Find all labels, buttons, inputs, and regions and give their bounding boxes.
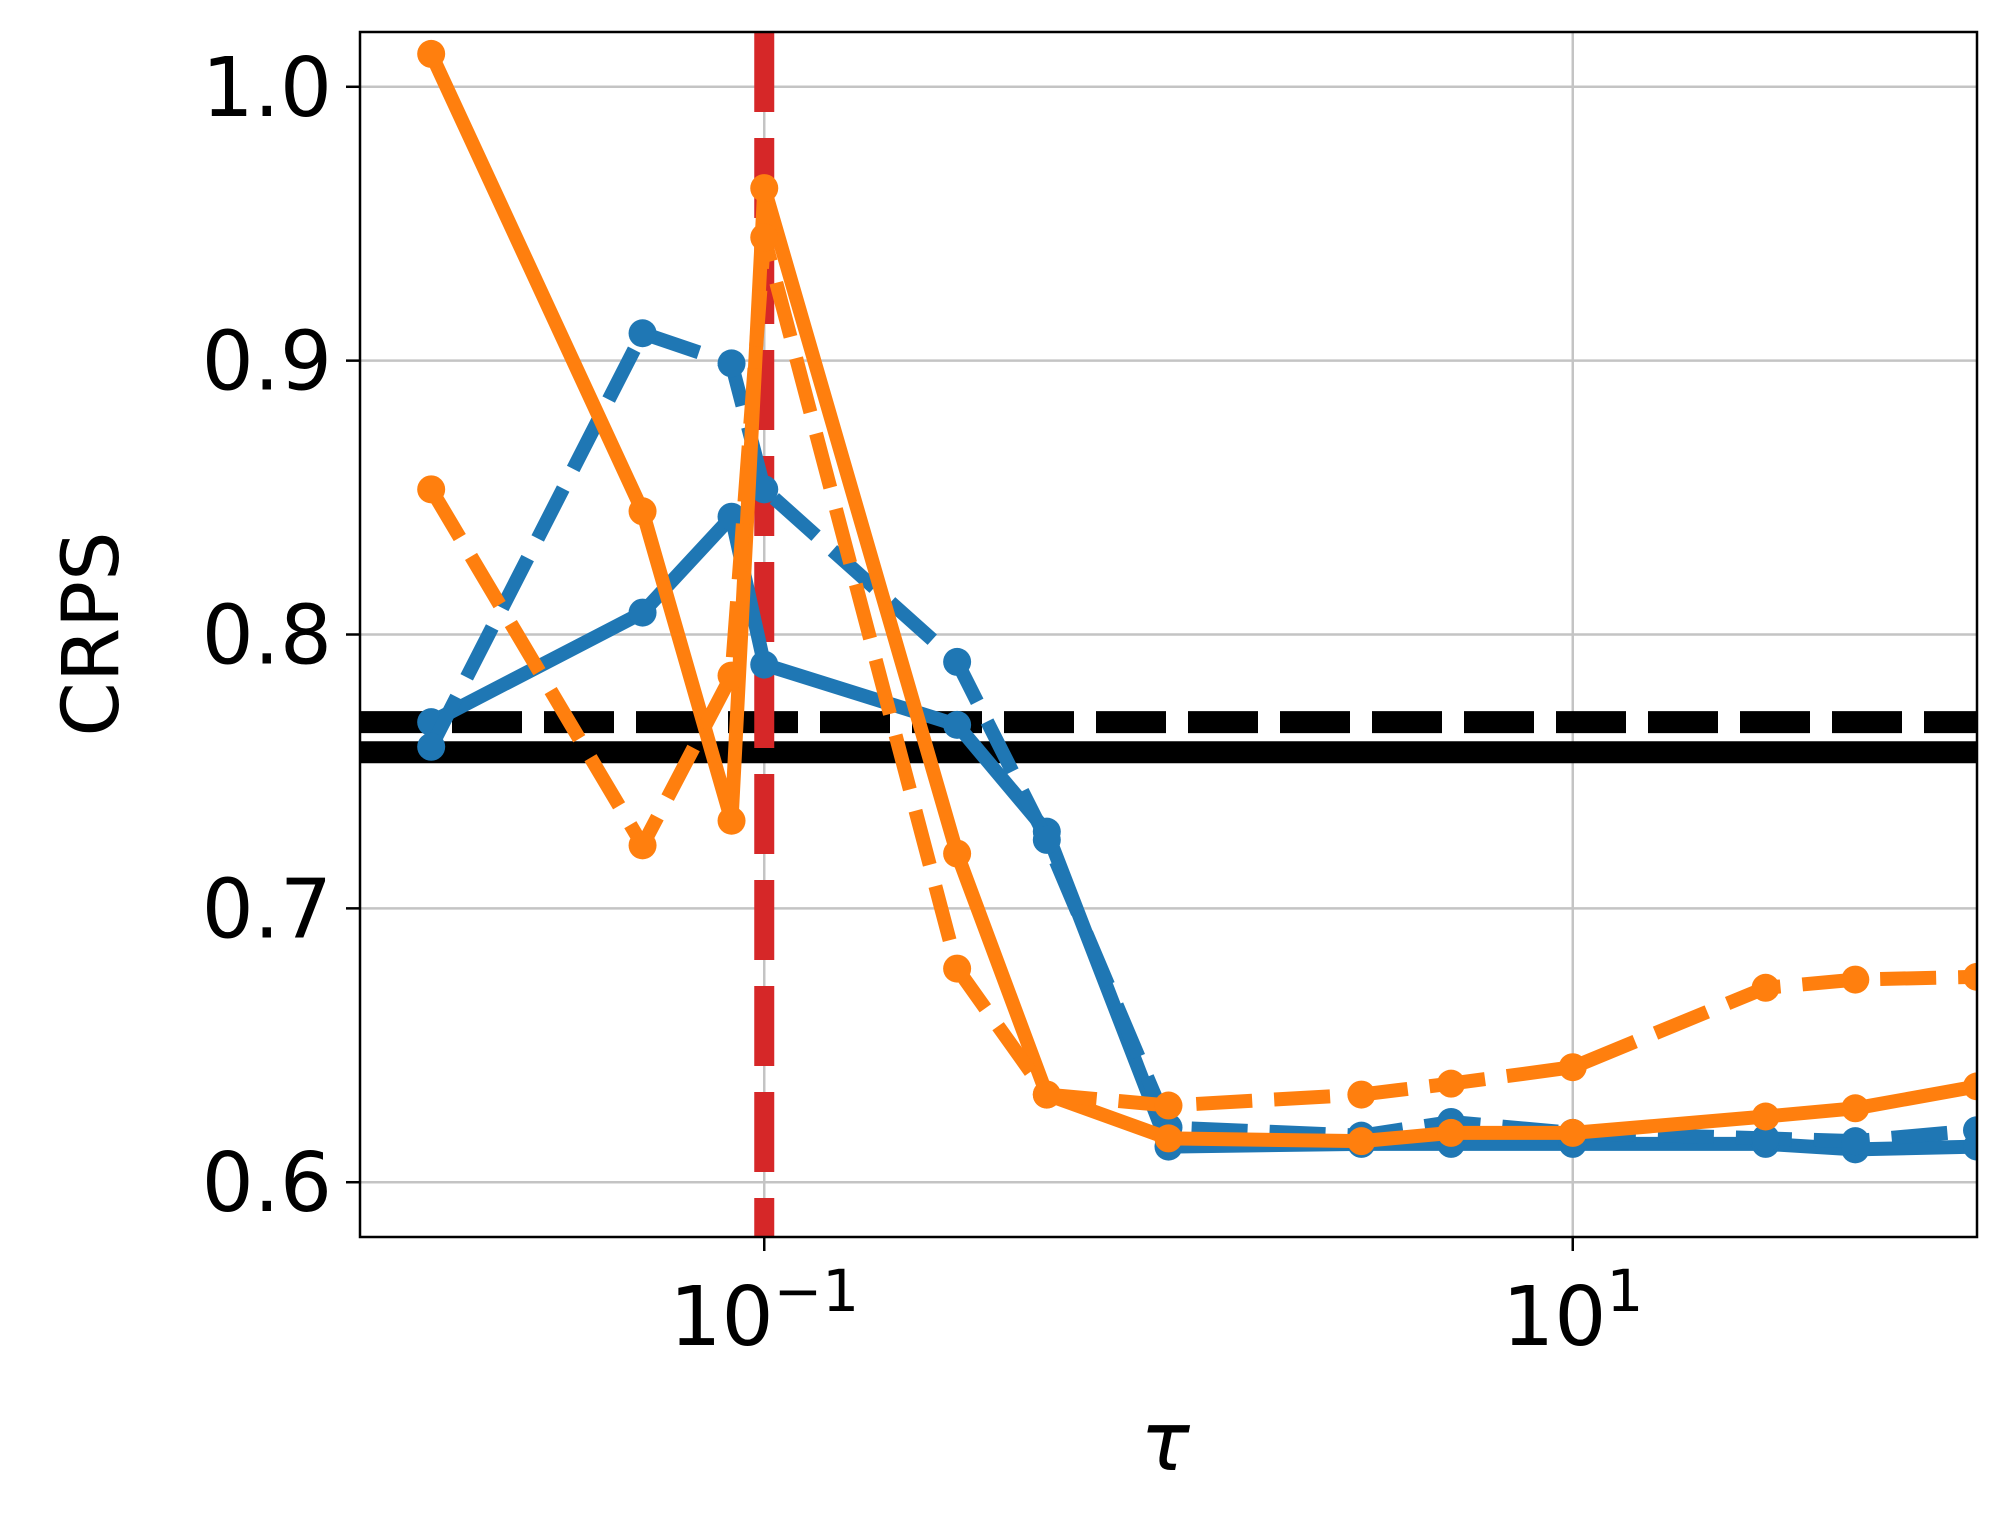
series-point (750, 223, 779, 252)
series-point (1347, 1127, 1376, 1156)
series-point (1963, 962, 1977, 991)
series-point (1751, 973, 1780, 1002)
y-tick-label: 1.0 (202, 41, 332, 136)
series-point (1558, 1053, 1587, 1082)
y-tick-label: 0.8 (202, 589, 332, 684)
y-tick-label: 0.6 (202, 1136, 332, 1231)
x-tick-exponent: 1 (1606, 1257, 1643, 1325)
y-tick-label: 0.7 (202, 862, 332, 957)
x-tick-label: 101 (1502, 1257, 1643, 1365)
series-point (750, 650, 779, 679)
x-tick-base: 10 (1502, 1270, 1606, 1365)
series-point (750, 174, 779, 203)
y-tick-label: 0.9 (202, 315, 332, 410)
series-point (628, 319, 657, 348)
series-point (1437, 1118, 1466, 1147)
series-point (628, 598, 657, 627)
series-point (1963, 1072, 1977, 1101)
x-tick-exponent: −1 (774, 1257, 860, 1325)
series-point (628, 497, 657, 526)
series (417, 39, 1977, 1164)
series-point (1032, 1080, 1061, 1109)
x-tick-label: 10−1 (669, 1257, 859, 1365)
x-tick-base: 10 (669, 1270, 773, 1365)
series-point (1558, 1118, 1587, 1147)
series-point (1963, 1116, 1977, 1145)
series-point (1154, 1124, 1183, 1153)
series-point (943, 647, 972, 676)
series-point (628, 831, 657, 860)
series-point (417, 39, 446, 68)
series-point (717, 661, 746, 690)
series-point (1751, 1102, 1780, 1131)
series-point (717, 806, 746, 835)
series-point (943, 954, 972, 983)
series-point (943, 710, 972, 739)
series-point (1347, 1080, 1376, 1109)
series-point (417, 732, 446, 761)
series-point (1751, 1124, 1780, 1153)
y-axis-label: CRPS (47, 531, 137, 736)
series-point (1437, 1069, 1466, 1098)
series-point (417, 475, 446, 504)
series-point (717, 349, 746, 378)
series-point (750, 475, 779, 504)
x-axis-label: τ (1140, 1395, 1190, 1490)
series-point (1032, 825, 1061, 854)
axis-ticks: 0.60.70.80.91.010−1 101 (202, 41, 1644, 1365)
series-point (943, 839, 972, 868)
series-point (1841, 1127, 1870, 1156)
series-point (1841, 965, 1870, 994)
series-point (1154, 1091, 1183, 1120)
series-point (1841, 1094, 1870, 1123)
